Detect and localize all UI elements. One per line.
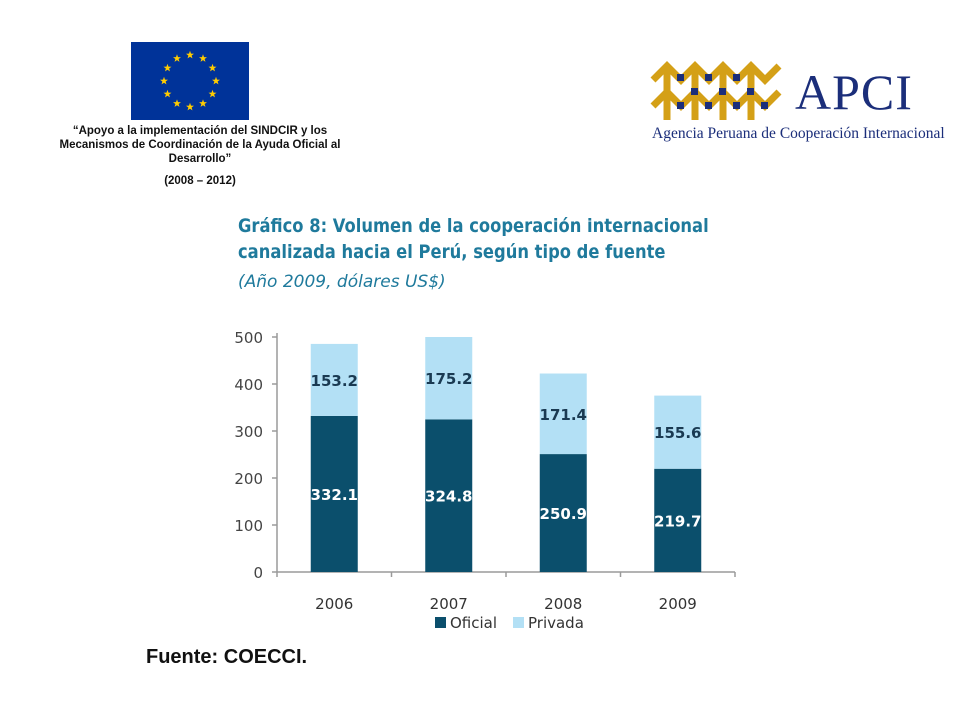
y-tick-label: 500 xyxy=(234,329,263,347)
bar-oficial-2006 xyxy=(310,415,358,572)
eu-star-icon xyxy=(212,76,220,85)
x-tick-label: 2007 xyxy=(430,595,468,613)
x-tick-label: 2006 xyxy=(315,595,353,613)
apci-subtitle: Agencia Peruana de Cooperación Internaci… xyxy=(652,125,945,142)
data-label-oficial-2006: 332.1 xyxy=(311,486,358,504)
x-tick-label: 2008 xyxy=(544,595,582,613)
x-tick-label: 2009 xyxy=(659,595,697,613)
eu-star-icon xyxy=(208,63,217,72)
eu-star-icon xyxy=(173,99,181,107)
data-label-oficial-2009: 219.7 xyxy=(654,512,701,530)
data-label-privada-2006: 153.2 xyxy=(311,372,358,390)
source-note: Fuente: COECCI. xyxy=(146,646,308,668)
stacked-bar-chart: 0 100 200 300 400 500 332.1 153.2 2006 324.8 175.2… xyxy=(234,329,736,632)
eu-star-icon xyxy=(163,63,172,72)
eu-star-icon xyxy=(160,76,168,85)
data-label-privada-2009: 155.6 xyxy=(654,424,701,442)
eu-caption-years: (2008 – 2012) xyxy=(164,175,236,187)
eu-star-icon xyxy=(173,54,181,62)
bar-oficial-2007 xyxy=(425,419,473,572)
eu-star-icon xyxy=(186,50,194,59)
chart-subtitle: (Año 2009, dólares US$) xyxy=(238,272,446,292)
eu-star-icon xyxy=(163,89,172,98)
bar-privada-2009 xyxy=(654,395,702,469)
data-label-oficial-2007: 324.8 xyxy=(425,488,472,506)
bar-privada-2008 xyxy=(539,373,587,455)
bar-oficial-2009 xyxy=(654,468,702,572)
eu-star-icon xyxy=(186,102,194,111)
apci-pattern-squares xyxy=(677,74,768,109)
data-label-oficial-2008: 250.9 xyxy=(540,505,587,523)
eu-star-icon xyxy=(199,99,207,107)
y-tick-label: 0 xyxy=(253,564,263,582)
eu-flag-logo xyxy=(131,42,249,120)
apci-pattern xyxy=(650,61,782,120)
eu-star-icon xyxy=(208,89,217,98)
y-tick-label: 300 xyxy=(234,423,263,441)
eu-caption-text: “Apoyo a la implementación del SINDCIR y… xyxy=(59,125,341,165)
legend-label-oficial: Oficial xyxy=(450,614,497,632)
y-tick-label: 400 xyxy=(234,376,263,394)
eu-project-caption: “Apoyo a la implementación del SINDCIR y… xyxy=(40,124,360,188)
bar-privada-2007 xyxy=(425,337,473,420)
eu-star-icon xyxy=(199,54,207,62)
chart-title: Gráfico 8: Volumen de la cooperación int… xyxy=(238,215,709,263)
data-label-privada-2007: 175.2 xyxy=(425,370,472,388)
data-label-privada-2008: 171.4 xyxy=(540,406,587,424)
bar-privada-2006 xyxy=(310,343,358,416)
apci-name: APCI xyxy=(795,64,913,120)
bar-oficial-2008 xyxy=(539,454,587,572)
apci-logo-mark xyxy=(650,61,782,120)
legend-label-privada: Privada xyxy=(528,614,584,632)
legend-swatch-oficial xyxy=(435,617,446,628)
eu-stars xyxy=(160,50,220,111)
y-tick-label: 200 xyxy=(234,470,263,488)
legend-swatch-privada xyxy=(513,617,524,628)
y-tick-label: 100 xyxy=(234,517,263,535)
